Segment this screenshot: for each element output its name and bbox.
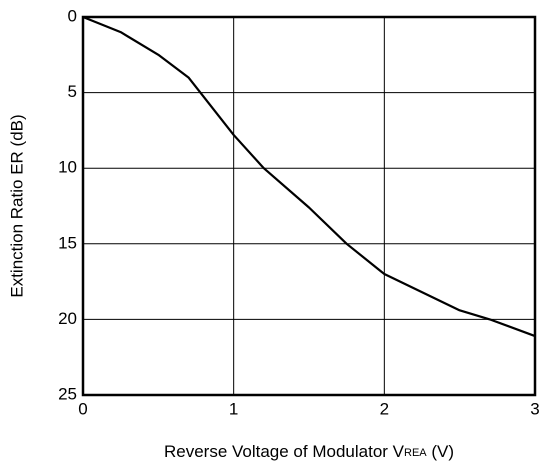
y-tick-label: 0	[68, 6, 77, 25]
y-tick-label: 15	[58, 233, 77, 252]
x-axis-label: Reverse Voltage of Modulator VREA (V)	[164, 442, 454, 461]
y-tick-label: 25	[58, 384, 77, 403]
x-tick-label: 2	[380, 399, 389, 418]
plot-frame	[81, 15, 537, 397]
data-line	[82, 15, 536, 338]
y-axis-label: Extinction Ratio ER (dB)	[7, 114, 26, 297]
y-tick-label: 20	[58, 309, 77, 328]
y-tick-label: 10	[58, 158, 77, 177]
x-tick-label: 3	[530, 399, 539, 418]
x-axis-label-text: Reverse Voltage of Modulator V	[164, 442, 405, 461]
y-tick-label: 5	[68, 82, 77, 101]
x-axis-label-subscript: REA	[404, 447, 427, 459]
x-tick-label: 1	[229, 399, 238, 418]
x-axis-label-suffix: (V)	[427, 442, 454, 461]
x-tick-label: 0	[78, 399, 87, 418]
